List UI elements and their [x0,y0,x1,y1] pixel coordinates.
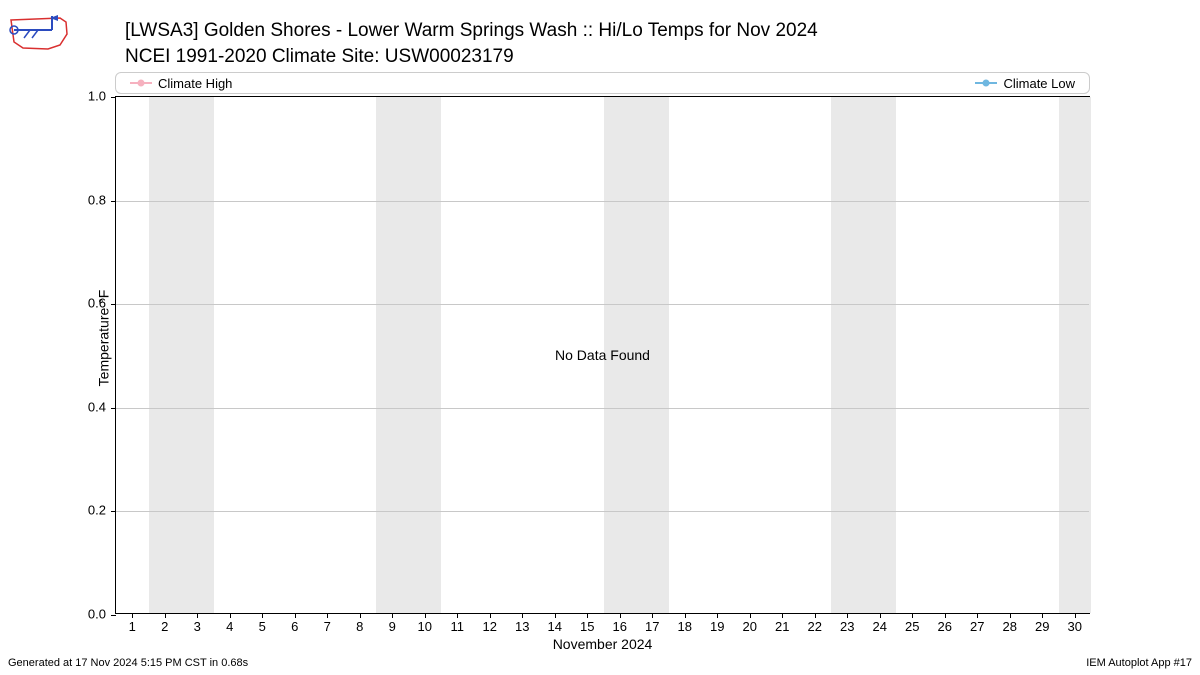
ytick-mark [111,97,116,98]
xtick-mark [392,613,393,618]
xtick-label: 17 [645,619,659,634]
xtick-mark [327,613,328,618]
xtick-label: 13 [515,619,529,634]
title-line1: [LWSA3] Golden Shores - Lower Warm Sprin… [125,18,818,44]
chart-title: [LWSA3] Golden Shores - Lower Warm Sprin… [125,18,818,69]
ytick-mark [111,201,116,202]
xtick-mark [912,613,913,618]
xtick-label: 3 [194,619,201,634]
xtick-mark [522,613,523,618]
xtick-label: 11 [451,619,465,634]
xtick-label: 4 [226,619,233,634]
legend-marker-high-icon [130,82,152,84]
ytick-mark [111,511,116,512]
xtick-mark [1010,613,1011,618]
gridline [116,408,1089,409]
weekend-band [1059,97,1092,613]
legend-label-high: Climate High [158,76,232,91]
xtick-mark [620,613,621,618]
ytick-label: 0.4 [76,399,106,414]
weekend-band [831,97,896,613]
xtick-mark [782,613,783,618]
title-line2: NCEI 1991-2020 Climate Site: USW00023179 [125,44,818,70]
chart-area: No Data Found 12345678910111213141516171… [115,96,1090,614]
xtick-mark [1075,613,1076,618]
xtick-label: 2 [161,619,168,634]
xtick-mark [880,613,881,618]
xtick-mark [945,613,946,618]
xtick-mark [165,613,166,618]
xtick-mark [750,613,751,618]
x-axis-label: November 2024 [115,636,1090,652]
xtick-mark [197,613,198,618]
legend-item-high: Climate High [130,76,232,91]
xtick-label: 8 [356,619,363,634]
xtick-label: 7 [324,619,331,634]
xtick-mark [490,613,491,618]
xtick-label: 5 [259,619,266,634]
xtick-label: 28 [1003,619,1017,634]
gridline [116,304,1089,305]
xtick-mark [652,613,653,618]
ytick-mark [111,304,116,305]
xtick-label: 25 [905,619,919,634]
weekend-band [149,97,214,613]
xtick-mark [587,613,588,618]
gridline [116,201,1089,202]
ytick-label: 0.8 [76,192,106,207]
ytick-label: 0.2 [76,503,106,518]
xtick-label: 30 [1068,619,1082,634]
legend-marker-low-icon [975,82,997,84]
xtick-mark [555,613,556,618]
xtick-mark [1042,613,1043,618]
xtick-label: 15 [580,619,594,634]
xtick-label: 12 [483,619,497,634]
xtick-label: 10 [418,619,432,634]
xtick-label: 29 [1035,619,1049,634]
gridline [116,511,1089,512]
xtick-label: 16 [613,619,627,634]
xtick-mark [295,613,296,618]
xtick-label: 14 [548,619,562,634]
footer-app: IEM Autoplot App #17 [1086,657,1192,669]
xtick-mark [425,613,426,618]
ytick-label: 1.0 [76,89,106,104]
xtick-label: 21 [775,619,789,634]
xtick-mark [360,613,361,618]
xtick-mark [717,613,718,618]
ytick-mark [111,615,116,616]
xtick-mark [457,613,458,618]
xtick-label: 27 [970,619,984,634]
xtick-mark [262,613,263,618]
legend-item-low: Climate Low [975,76,1075,91]
xtick-label: 9 [389,619,396,634]
ytick-label: 0.6 [76,296,106,311]
xtick-label: 1 [129,619,136,634]
xtick-label: 19 [710,619,724,634]
footer-generated: Generated at 17 Nov 2024 5:15 PM CST in … [8,657,248,669]
xtick-label: 23 [840,619,854,634]
iem-logo [8,12,73,52]
ytick-label: 0.0 [76,607,106,622]
xtick-label: 26 [938,619,952,634]
xtick-mark [132,613,133,618]
xtick-label: 18 [678,619,692,634]
xtick-mark [685,613,686,618]
xtick-label: 6 [291,619,298,634]
xtick-mark [815,613,816,618]
no-data-text: No Data Found [555,347,650,363]
xtick-mark [977,613,978,618]
ytick-mark [111,408,116,409]
legend: Climate High Climate Low [115,72,1090,94]
xtick-mark [230,613,231,618]
legend-label-low: Climate Low [1003,76,1075,91]
xtick-label: 20 [743,619,757,634]
weekend-band [376,97,441,613]
xtick-label: 22 [808,619,822,634]
xtick-mark [847,613,848,618]
xtick-label: 24 [873,619,887,634]
